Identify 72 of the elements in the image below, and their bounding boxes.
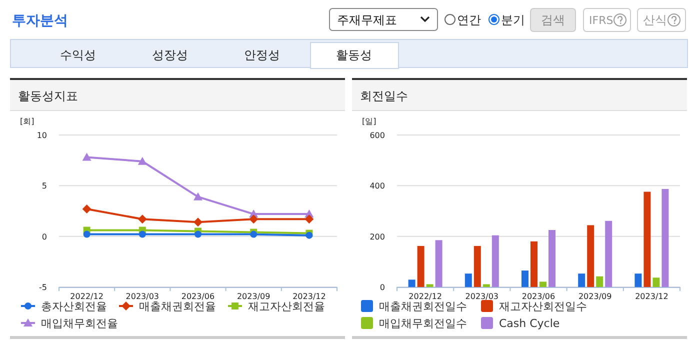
bar bbox=[644, 192, 651, 287]
bar bbox=[596, 276, 604, 287]
text: 검색 bbox=[541, 13, 565, 27]
bar bbox=[522, 270, 528, 287]
x-tick-label: 2023/03 bbox=[126, 292, 160, 301]
bar bbox=[578, 274, 586, 287]
point bbox=[304, 214, 314, 224]
bar bbox=[417, 246, 424, 287]
text: 안정성 bbox=[244, 48, 280, 62]
point bbox=[249, 214, 258, 224]
bar bbox=[605, 220, 612, 287]
y-tick-label: -5 bbox=[39, 283, 47, 292]
bar bbox=[426, 284, 434, 287]
bar bbox=[662, 188, 669, 287]
point bbox=[194, 192, 202, 200]
x-tick-label: 2023/06 bbox=[522, 292, 556, 301]
bar bbox=[634, 274, 642, 287]
y-tick-label: 0 bbox=[42, 232, 47, 242]
bar bbox=[482, 284, 490, 287]
y-tick-label: 5 bbox=[42, 182, 47, 191]
point bbox=[138, 230, 146, 238]
text: 성장성 bbox=[152, 48, 188, 62]
bar bbox=[492, 235, 499, 287]
bar bbox=[464, 274, 472, 287]
text: 수익성 bbox=[60, 48, 96, 62]
bar bbox=[530, 241, 538, 287]
x-tick-label: 2023/09 bbox=[236, 292, 270, 301]
point bbox=[138, 214, 147, 224]
x-tick-label: 2022/12 bbox=[408, 292, 442, 301]
point bbox=[194, 218, 202, 227]
y-tick-label: 0 bbox=[380, 283, 385, 292]
point bbox=[82, 152, 92, 161]
x-tick-label: 2023/12 bbox=[292, 292, 326, 301]
bar bbox=[540, 282, 546, 287]
y-axis-title: [회] bbox=[20, 117, 34, 126]
text: 주재무제표 bbox=[337, 13, 397, 27]
bar bbox=[652, 278, 660, 287]
legend-label: 재고자산회전일수 bbox=[499, 300, 587, 313]
y-tick-label: 600 bbox=[370, 131, 385, 140]
y-tick-label: 200 bbox=[370, 232, 385, 242]
chart-title: 활동성지표 bbox=[18, 89, 78, 103]
text: 분기 bbox=[501, 13, 525, 27]
legend-label: 재고자산회전율 bbox=[248, 300, 325, 313]
bar bbox=[587, 225, 594, 287]
y-tick-label: 400 bbox=[370, 182, 385, 191]
x-tick-label: 2023/09 bbox=[578, 292, 612, 301]
legend-label: 매출채권회전일수 bbox=[379, 300, 467, 313]
text: 연간 bbox=[457, 13, 481, 27]
chart-title: 회전일수 bbox=[360, 89, 408, 103]
legend-label: 총자산회전율 bbox=[41, 300, 107, 313]
text: 활동성 bbox=[336, 48, 372, 62]
y-axis-title: [일] bbox=[362, 117, 376, 126]
point bbox=[82, 204, 92, 214]
text: 투자분석 bbox=[12, 13, 68, 29]
legend-label: Cash Cycle bbox=[499, 317, 560, 330]
point bbox=[194, 230, 202, 238]
point bbox=[83, 230, 90, 238]
x-tick-label: 2023/03 bbox=[465, 292, 499, 301]
bar bbox=[435, 240, 442, 287]
y-tick-label: 10 bbox=[36, 131, 47, 140]
x-tick-label: 2023/06 bbox=[181, 292, 215, 301]
text: 산식 bbox=[643, 13, 667, 27]
legend-label: 매입채무회전율 bbox=[41, 317, 118, 330]
legend-label: 매입채무회전일수 bbox=[379, 317, 467, 330]
legend-label: 매출채권회전율 bbox=[139, 300, 216, 313]
bar bbox=[548, 230, 556, 287]
bar bbox=[474, 246, 481, 287]
x-tick-label: 2023/12 bbox=[635, 292, 668, 301]
point bbox=[138, 156, 147, 165]
text: IFRS bbox=[589, 14, 614, 27]
x-tick-label: 2022/12 bbox=[70, 292, 104, 301]
bar bbox=[408, 280, 416, 287]
